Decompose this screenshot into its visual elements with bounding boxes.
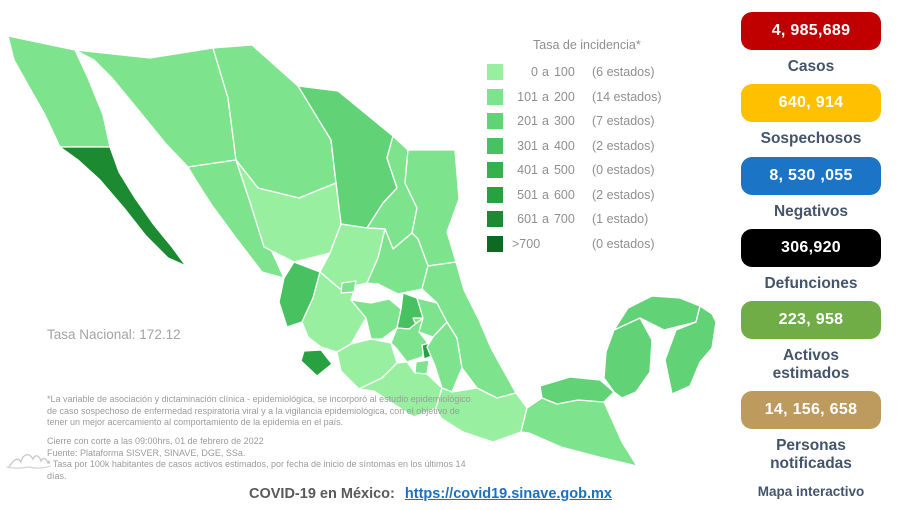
legend-title: Tasa de incidencia* [533,38,641,52]
activos-estimados-label: Activos estimados [772,347,850,382]
legend-swatch-icon [487,186,503,203]
incidence-legend: Tasa de incidencia* 0 a 100 (6 estados) 10… [487,38,697,256]
legend-row: 101 a 200 (14 estados) [487,85,697,110]
legend-row: 401 a 500 (0 estados) [487,158,697,183]
legend-swatch-icon [487,113,503,130]
sospechosos-badge[interactable]: 640, 914 [741,84,881,123]
stats-panel: 4, 985,689 Casos 640, 914 Sospechosos 8,… [741,12,881,499]
footnote-cierre: Cierre con corte a las 09:00hrs, 01 de f… [47,436,264,447]
negativos-label: Negativos [773,202,849,220]
footnote-variable: *La variable de asociación y dictaminaci… [47,394,471,428]
casos-badge[interactable]: 4, 985,689 [741,12,881,50]
state-aguascalientes[interactable] [340,280,357,294]
legend-swatch-icon [487,64,503,81]
defunciones-badge[interactable]: 306,920 [741,229,881,268]
legend-swatch-icon [487,88,503,105]
legend-row: >700 (0 estados) [487,232,697,257]
legend-count: (2 estados) [592,138,655,153]
personas-notificadas-badge[interactable]: 14, 156, 658 [741,391,881,430]
state-baja-california-sur[interactable] [59,146,187,267]
state-campeche[interactable] [603,317,653,399]
legend-count: (1 estado) [592,212,649,227]
legend-swatch-icon [487,162,503,179]
interactive-map-label: Mapa interactivo [757,483,865,499]
legend-swatch-icon [487,211,503,228]
legend-count: (6 estados) [592,65,655,80]
legend-count: (2 estados) [592,187,655,202]
legend-row: 501 a 600 (2 estados) [487,183,697,208]
legend-swatch-icon [487,235,503,252]
mexico-choropleth-map [7,35,717,467]
casos-label: Casos [787,58,835,75]
sospechosos-label: Sospechosos [760,130,862,148]
legend-row: 601 a 700 (1 estado) [487,207,697,232]
legend-swatch-icon [487,137,503,154]
legend-count: (7 estados) [592,114,655,129]
legend-count: (0 estados) [592,163,655,178]
negativos-badge[interactable]: 8, 530 ,055 [741,156,881,195]
legend-count: (14 estados) [592,89,662,104]
national-rate: Tasa Nacional: 172.12 [47,327,181,342]
state-chiapas[interactable] [520,397,638,467]
footer: COVID-19 en México: https://covid19.sina… [0,486,861,502]
footnote-fuente: Fuente: Plataforma SISVER, SINAVE, DGE, … [47,447,246,458]
state-morelos[interactable] [414,359,430,375]
legend-count: (0 estados) [592,236,655,251]
state-colima[interactable] [300,349,333,377]
state-quintana-roo[interactable] [664,305,717,395]
legend-row: 0 a 100 (6 estados) [487,60,697,85]
legend-row: 301 a 400 (2 estados) [487,134,697,159]
legend-row: 201 a 300 (7 estados) [487,109,697,134]
activos-estimados-badge[interactable]: 223, 958 [741,301,881,340]
personas-notificadas-label: Personas notificadas [770,437,852,472]
sinave-link[interactable]: https://covid19.sinave.gob.mx [404,486,612,502]
state-tabasco[interactable] [539,376,615,405]
footnotes: *La variable de asociación y dictaminaci… [47,394,479,483]
mountains-sketch-icon [6,454,51,469]
footnote-tasa: * Tasa por 100k habitantes de casos acti… [47,459,466,482]
footer-title: COVID-19 en México: [249,486,395,502]
defunciones-label: Defunciones [764,275,858,293]
